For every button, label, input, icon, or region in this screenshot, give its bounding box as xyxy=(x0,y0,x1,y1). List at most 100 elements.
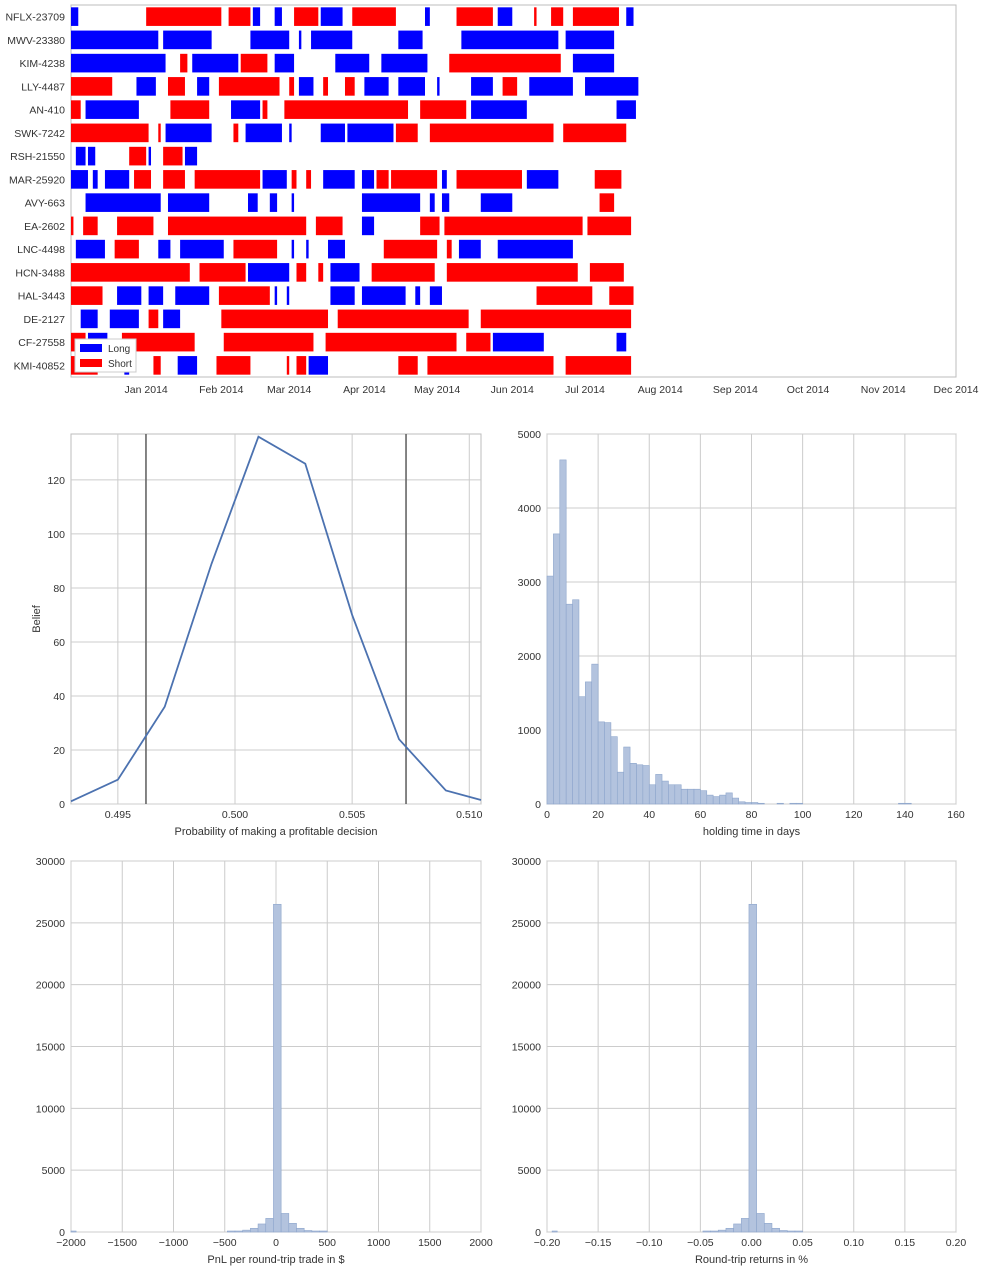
round-trip-bar xyxy=(109,309,139,329)
histogram-bar xyxy=(733,1223,742,1233)
round-trip-bar xyxy=(306,239,309,259)
round-trip-bar xyxy=(565,356,632,375)
ticker-label: HAL-3443 xyxy=(18,291,65,303)
belief-line xyxy=(70,435,482,803)
histogram-bar xyxy=(70,1230,77,1233)
histogram-bar xyxy=(597,721,605,805)
x-tick-label: 1500 xyxy=(418,1237,442,1249)
x-tick-label: 0 xyxy=(544,809,550,821)
round-trip-bar xyxy=(429,193,435,212)
x-axis-label: Probability of making a profitable decis… xyxy=(174,826,377,838)
y-tick-label: 10000 xyxy=(36,1103,65,1115)
histogram-bar xyxy=(680,788,688,805)
round-trip-bar xyxy=(262,170,287,189)
round-trip-bar xyxy=(71,123,149,143)
round-trip-bar xyxy=(184,146,198,166)
x-tick-label: −0.15 xyxy=(585,1237,612,1249)
y-tick-label: 0 xyxy=(59,799,65,811)
round-trip-bar xyxy=(286,356,290,375)
histogram-bar xyxy=(572,599,580,805)
x-tick-label: −1000 xyxy=(159,1237,189,1249)
ticker-label: MWV-23380 xyxy=(7,35,65,47)
round-trip-bar xyxy=(71,286,103,305)
x-tick-label: −0.05 xyxy=(687,1237,714,1249)
histogram-bar xyxy=(757,802,765,805)
histogram-bar xyxy=(794,1230,803,1233)
round-trip-bar xyxy=(298,30,302,50)
y-tick-label: 5000 xyxy=(518,429,542,441)
round-trip-bar xyxy=(291,170,297,189)
round-trip-bar xyxy=(458,239,481,259)
round-trip-bar xyxy=(180,239,224,259)
returns-chart: −0.20 −0.15 −0.10 −0.05 0.00 0.05 0.10 0.15 0.20… xyxy=(512,856,967,1266)
round-trip-bar xyxy=(364,77,389,96)
histogram-bar xyxy=(565,603,573,805)
round-trip-bar xyxy=(228,7,251,26)
x-tick-label: 100 xyxy=(794,809,812,821)
round-trip-bar xyxy=(441,170,447,189)
legend-label: Long xyxy=(108,344,130,355)
histogram-bar xyxy=(771,1227,780,1233)
x-tick-label: Jun 2014 xyxy=(491,384,534,396)
ticker-label: AN-410 xyxy=(29,105,65,117)
y-tick-label: 30000 xyxy=(512,856,541,868)
x-tick-label: 0.495 xyxy=(105,809,131,821)
y-tick-label: 100 xyxy=(47,529,65,541)
round-trip-bar xyxy=(536,286,593,305)
round-trip-bar xyxy=(376,170,389,189)
y-tick-label: 120 xyxy=(47,475,65,487)
round-trip-bar xyxy=(444,216,583,236)
y-tick-label: 4000 xyxy=(518,503,542,515)
holding-time-chart: 0 20 40 60 80 100 120 140 160 0 1000 2000 3000 4000 50… xyxy=(518,429,965,838)
round-trip-bar xyxy=(480,309,632,329)
ticker-label: KMI-40852 xyxy=(14,360,66,372)
round-trip-bar xyxy=(456,7,493,26)
histogram-bar xyxy=(717,1229,727,1233)
x-axis-label: PnL per round-trip trade in $ xyxy=(207,1254,344,1266)
x-tick-label: 0.10 xyxy=(844,1237,865,1249)
round-trip-bar xyxy=(347,123,394,143)
round-trip-bar xyxy=(83,216,98,236)
round-trip-bar xyxy=(262,100,268,119)
y-tick-label: 1000 xyxy=(518,725,542,737)
x-tick-label: 0.510 xyxy=(456,809,482,821)
round-trip-bar xyxy=(216,356,251,375)
x-tick-label: 0.500 xyxy=(222,809,248,821)
round-trip-bar xyxy=(274,53,295,73)
round-trip-bar xyxy=(446,239,452,259)
histogram-bar xyxy=(710,1230,719,1233)
round-trip-bar xyxy=(294,7,319,26)
histogram-bar xyxy=(273,903,282,1233)
round-trip-bar xyxy=(233,123,239,143)
round-trip-bar xyxy=(269,193,278,212)
round-trip-bar xyxy=(170,100,210,119)
round-trip-bar xyxy=(398,30,423,50)
round-trip-bar xyxy=(71,77,113,96)
y-tick-label: 40 xyxy=(53,691,65,703)
round-trip-bar xyxy=(129,146,147,166)
histogram-bar xyxy=(234,1230,243,1233)
round-trip-bar xyxy=(218,77,280,96)
round-trip-bar xyxy=(240,53,268,73)
y-tick-label: 0 xyxy=(59,1227,65,1239)
round-trip-bar xyxy=(296,356,307,375)
round-trip-bar xyxy=(502,77,518,96)
histogram-bar xyxy=(257,1223,267,1233)
ticker-label: LNC-4498 xyxy=(17,244,65,256)
x-tick-label: 0.505 xyxy=(339,809,365,821)
histogram-bar xyxy=(712,796,720,805)
histogram-bar xyxy=(636,764,644,805)
x-tick-label: 120 xyxy=(845,809,863,821)
histogram-bar xyxy=(296,1227,305,1233)
histogram-bar xyxy=(904,802,912,805)
legend-label: Short xyxy=(108,359,132,370)
histogram-bar xyxy=(648,784,656,805)
round-trip-bar xyxy=(446,263,578,282)
legend: Long Short xyxy=(74,338,137,373)
y-tick-label: 20000 xyxy=(36,980,65,992)
histogram-bar xyxy=(732,797,740,805)
round-trip-bar xyxy=(589,263,624,282)
x-tick-label: 0.00 xyxy=(741,1237,762,1249)
round-trip-bar xyxy=(180,53,188,73)
